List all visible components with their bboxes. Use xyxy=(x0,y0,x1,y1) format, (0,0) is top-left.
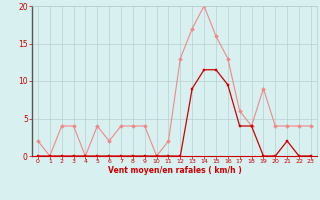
X-axis label: Vent moyen/en rafales ( km/h ): Vent moyen/en rafales ( km/h ) xyxy=(108,166,241,175)
